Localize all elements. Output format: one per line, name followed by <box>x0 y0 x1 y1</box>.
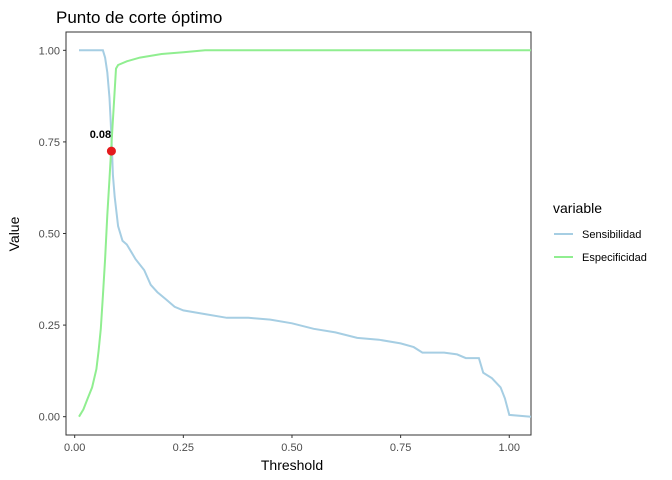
y-axis-title: Value <box>6 216 22 251</box>
x-tick-label: 0.50 <box>281 442 302 454</box>
legend-title: variable <box>553 200 602 216</box>
x-tick-label: 0.75 <box>390 442 411 454</box>
legend: variable Sensibilidad Especificidad <box>553 200 647 264</box>
optimal-point-label: 0.08 <box>90 129 111 141</box>
series-line-especificidad <box>78 49 531 418</box>
series-layer: 0.08 <box>78 49 532 418</box>
legend-label-sensibilidad: Sensibilidad <box>582 229 641 241</box>
y-tick-label: 0.50 <box>39 229 60 241</box>
x-tick-label: 1.00 <box>499 442 520 454</box>
plot-panel <box>65 31 532 436</box>
series-line-sensibilidad <box>79 49 532 418</box>
chart-title: Punto de corte óptimo <box>56 8 222 27</box>
x-tick-label: 0.25 <box>173 442 194 454</box>
y-axis-ticks: 0.00 0.25 0.50 0.75 1.00 <box>39 45 66 424</box>
optimal-point-marker <box>106 146 116 156</box>
y-tick-label: 0.75 <box>39 137 60 149</box>
y-tick-label: 0.00 <box>39 412 60 424</box>
legend-label-especificidad: Especificidad <box>582 252 647 264</box>
x-axis-ticks: 0.00 0.25 0.50 0.75 1.00 <box>64 435 520 454</box>
x-tick-label: 0.00 <box>64 442 85 454</box>
y-tick-label: 1.00 <box>39 45 60 57</box>
x-axis-title: Threshold <box>261 457 323 473</box>
y-tick-label: 0.25 <box>39 320 60 332</box>
